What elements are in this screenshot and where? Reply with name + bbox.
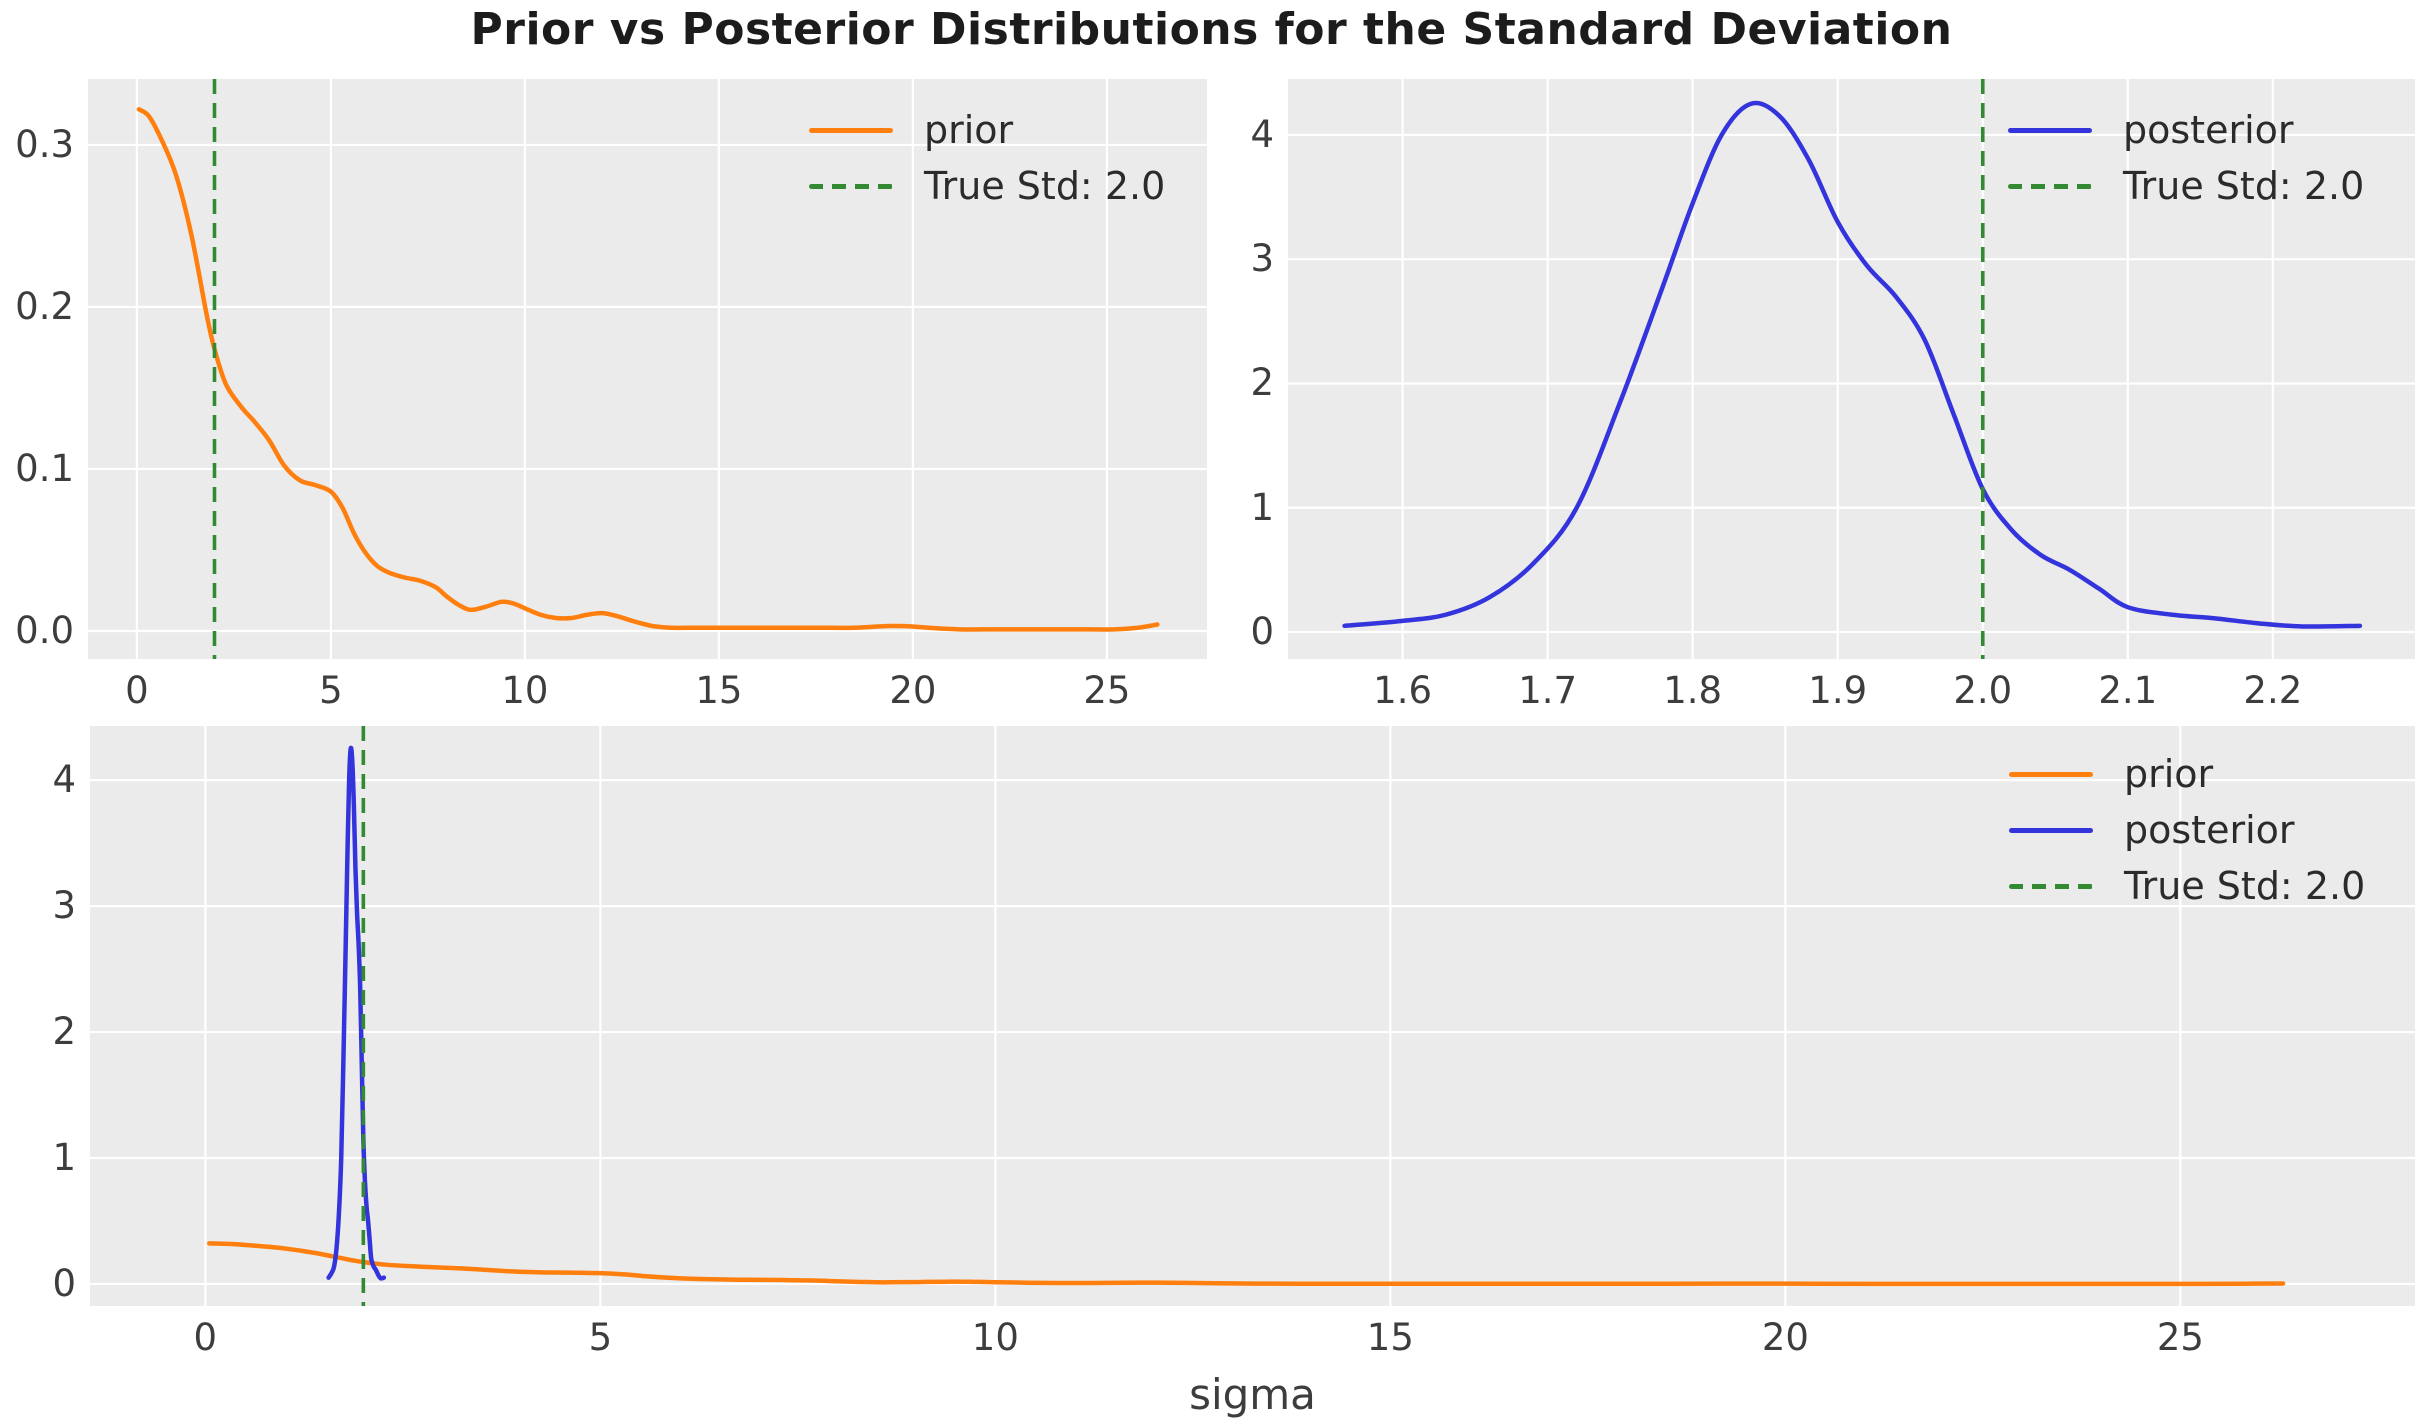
x-tick-label: 2.2: [2243, 669, 2303, 712]
chart-combined-chart: [90, 726, 2415, 1306]
legend-label-prior: prior: [2124, 752, 2214, 796]
prior-curve: [207, 1241, 2286, 1287]
plot-background: [1288, 79, 2415, 659]
legend-label-true-std: True Std: 2.0: [924, 164, 1166, 208]
x-tick-label: 0: [193, 1316, 218, 1359]
legend-label-prior: prior: [924, 108, 1014, 152]
y-tick-label: 1: [52, 1136, 76, 1179]
legend-label-true-std: True Std: 2.0: [2123, 164, 2365, 208]
x-tick-label: 15: [1366, 1316, 1414, 1359]
legend-item-true-std: True Std: 2.0: [2009, 861, 2365, 911]
y-tick-label: 1: [1250, 485, 1274, 529]
true-std-dashed-swatch: [809, 183, 893, 189]
chart-prior-chart: [88, 79, 1207, 659]
x-tick-label: 0: [125, 669, 149, 712]
x-tick-label: 1.9: [1808, 669, 1868, 712]
y-tick-label: 3: [1250, 237, 1274, 281]
prior-curve: [136, 107, 1160, 632]
posterior-curve: [1342, 100, 2363, 629]
legend-item-prior: prior: [2009, 749, 2365, 799]
legend-posterior-chart: posterior True Std: 2.0: [2008, 105, 2364, 217]
posterior-curve: [326, 745, 387, 1281]
legend-item-posterior: posterior: [2008, 105, 2364, 155]
y-tick-label: 4: [52, 758, 76, 802]
legend-item-posterior: posterior: [2009, 805, 2365, 855]
y-tick-label: 0.3: [15, 122, 74, 166]
true-std-dashed-swatch: [2008, 183, 2092, 189]
prior-line-swatch: [809, 127, 893, 133]
x-tick-label: 25: [1083, 669, 1131, 712]
plot-background: [88, 79, 1207, 659]
true-std-dashed-swatch: [2009, 883, 2093, 889]
y-tick-label: 0.0: [15, 608, 74, 652]
legend-combined-chart: prior posterior True Std: 2.0: [2009, 749, 2365, 917]
x-tick-label: 2.1: [2098, 669, 2158, 712]
x-tick-label: 20: [889, 669, 937, 712]
x-tick-label: 10: [971, 1316, 1019, 1359]
x-tick-label: 1.6: [1373, 669, 1432, 712]
y-tick-label: 3: [52, 884, 76, 928]
y-tick-label: 0: [1250, 610, 1274, 654]
x-tick-label: 2.0: [1953, 669, 2013, 712]
plot-background: [90, 726, 2415, 1306]
x-tick-label: 5: [588, 1316, 613, 1359]
legend-label-posterior: posterior: [2123, 108, 2294, 152]
posterior-line-swatch: [2008, 127, 2092, 133]
x-tick-label: 15: [695, 669, 743, 712]
y-tick-label: 0.1: [15, 446, 74, 490]
chart-posterior-chart: [1288, 79, 2415, 659]
y-tick-label: 2: [1250, 361, 1274, 405]
legend-item-true-std: True Std: 2.0: [2008, 161, 2364, 211]
x-tick-label: 25: [2156, 1316, 2204, 1359]
x-tick-label: 5: [319, 669, 343, 712]
y-tick-label: 4: [1250, 112, 1274, 156]
y-tick-label: 0: [52, 1261, 76, 1305]
x-tick-label: 20: [1761, 1316, 1809, 1359]
prior-line-swatch: [2009, 771, 2093, 777]
legend-item-true-std: True Std: 2.0: [809, 161, 1165, 211]
figure-title: Prior vs Posterior Distributions for the…: [470, 4, 1953, 55]
legend-prior-chart: prior True Std: 2.0: [809, 105, 1165, 217]
y-tick-label: 2: [52, 1010, 76, 1054]
posterior-line-swatch: [2009, 827, 2093, 833]
legend-label-posterior: posterior: [2124, 808, 2295, 852]
x-tick-label: 10: [501, 669, 549, 712]
x-axis-label-sigma: sigma: [1189, 1370, 1316, 1419]
x-tick-label: 1.7: [1518, 669, 1578, 712]
legend-label-true-std: True Std: 2.0: [2124, 864, 2366, 908]
y-tick-label: 0.2: [15, 284, 74, 328]
x-tick-label: 1.8: [1663, 669, 1723, 712]
legend-item-prior: prior: [809, 105, 1165, 155]
